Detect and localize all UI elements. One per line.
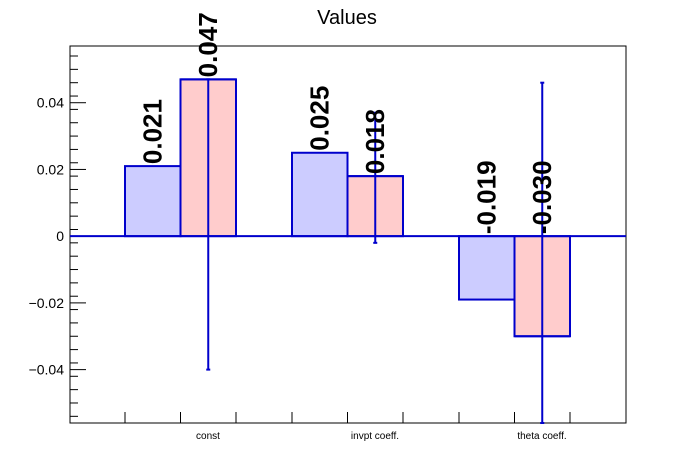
data-label: -0.030 [527,160,557,234]
x-category-label: theta coeff. [517,431,566,442]
data-label: 0.021 [138,99,168,164]
bar [458,235,516,301]
data-label: -0.019 [472,160,502,234]
data-label: 0.025 [305,86,335,151]
bar [291,151,349,238]
data-label: 0.047 [193,12,223,77]
y-tick-label: 0.02 [37,161,64,177]
data-label: 0.018 [360,109,390,174]
x-category-label: const [196,431,220,442]
y-tick-label: 0 [56,228,64,244]
y-tick-label: −0.02 [29,295,65,311]
y-tick-label: −0.04 [29,362,65,378]
plot-area: −0.04 −0.02 0 0.02 0.04 0.021 0.025 -0.019 0.047… [29,12,627,442]
x-category-label: invpt coeff. [351,431,399,442]
y-tick-label: 0.04 [37,95,64,111]
chart-title: Values [317,7,377,29]
bar [124,165,182,238]
